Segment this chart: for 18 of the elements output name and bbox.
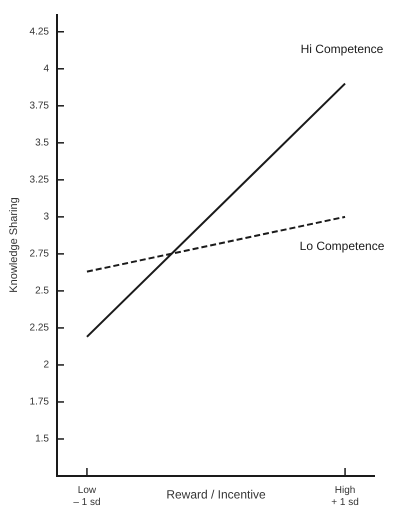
x-tick-label: Low – 1 sd <box>73 484 101 508</box>
y-tick-label: 3.75 <box>30 100 50 112</box>
series-label: Lo Competence <box>300 239 385 254</box>
y-tick-label: 2.5 <box>35 286 50 297</box>
y-tick-label: 4.25 <box>30 26 50 38</box>
y-axis-title: Knowledge Sharing <box>8 197 20 293</box>
y-tick-label: 3.5 <box>35 138 50 149</box>
y-tick-label: 3.25 <box>30 174 50 186</box>
y-tick-label: 2.75 <box>30 248 50 260</box>
y-tick-label: 4 <box>43 64 50 75</box>
x-tick-label: High + 1 sd <box>331 484 359 508</box>
x-axis-title: Reward / Incentive <box>166 487 266 502</box>
y-tick-label: 2.25 <box>30 322 50 334</box>
y-tick-label: 2 <box>43 360 50 371</box>
text: Hi Competence <box>300 42 384 56</box>
y-tick-label: 1.75 <box>30 396 50 408</box>
y-tick-label: 3 <box>43 212 50 223</box>
y-tick-label: 1.5 <box>35 434 50 445</box>
